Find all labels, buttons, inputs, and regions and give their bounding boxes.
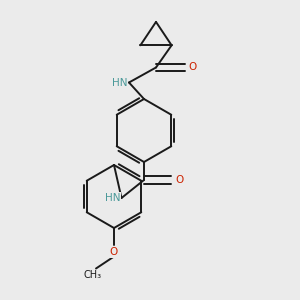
Text: CH₃: CH₃ bbox=[84, 270, 102, 280]
Text: HN: HN bbox=[112, 77, 128, 88]
Text: O: O bbox=[175, 175, 184, 185]
Text: O: O bbox=[110, 247, 118, 257]
Text: O: O bbox=[189, 62, 197, 73]
Text: HN: HN bbox=[105, 193, 120, 203]
